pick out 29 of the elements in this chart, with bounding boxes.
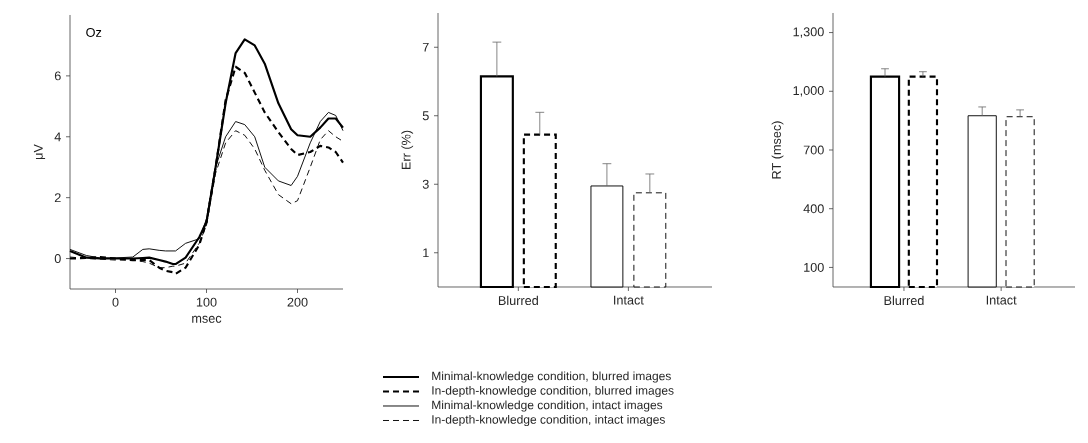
x-tick-label: 100: [196, 297, 217, 307]
y-axis-title: Err (%): [401, 130, 414, 170]
y-tick-label: 4: [54, 132, 61, 142]
y-tick-label: 1,000: [793, 86, 824, 97]
x-tick-label: Blurred: [498, 295, 538, 306]
y-tick-label: 7: [422, 42, 429, 52]
y-axis-title: μV: [33, 144, 46, 160]
x-tick-label: Intact: [986, 295, 1017, 305]
y-tick-label: 100: [804, 262, 824, 272]
x-tick-label: 200: [287, 297, 308, 307]
y-tick-label: 2: [54, 193, 61, 203]
y-tick-label: 700: [803, 145, 824, 155]
y-tick-label: 5: [422, 111, 429, 121]
legend-label: In-depth-knowledge condition, blurred images: [432, 385, 674, 398]
y-tick-label: 6: [54, 71, 61, 81]
x-tick-label: 0: [112, 297, 119, 307]
y-tick-label: 0: [54, 254, 61, 264]
legend-label: Minimal-knowledge condition, blurred images: [432, 371, 671, 383]
legend-label: In-depth-knowledge condition, intact images: [432, 414, 665, 427]
x-axis-title: msec: [192, 315, 222, 323]
y-tick-label: 1,300: [793, 27, 824, 38]
annotation: Oz: [86, 27, 102, 37]
y-tick-label: 400: [803, 204, 824, 214]
legend-label: Minimal-knowledge condition, intact images: [432, 400, 663, 412]
y-axis-title: RT (msec): [771, 121, 784, 179]
y-tick-label: 3: [422, 179, 429, 189]
x-tick-label: Blurred: [884, 295, 924, 306]
y-tick-label: 1: [423, 248, 429, 258]
x-tick-label: Intact: [614, 295, 644, 305]
